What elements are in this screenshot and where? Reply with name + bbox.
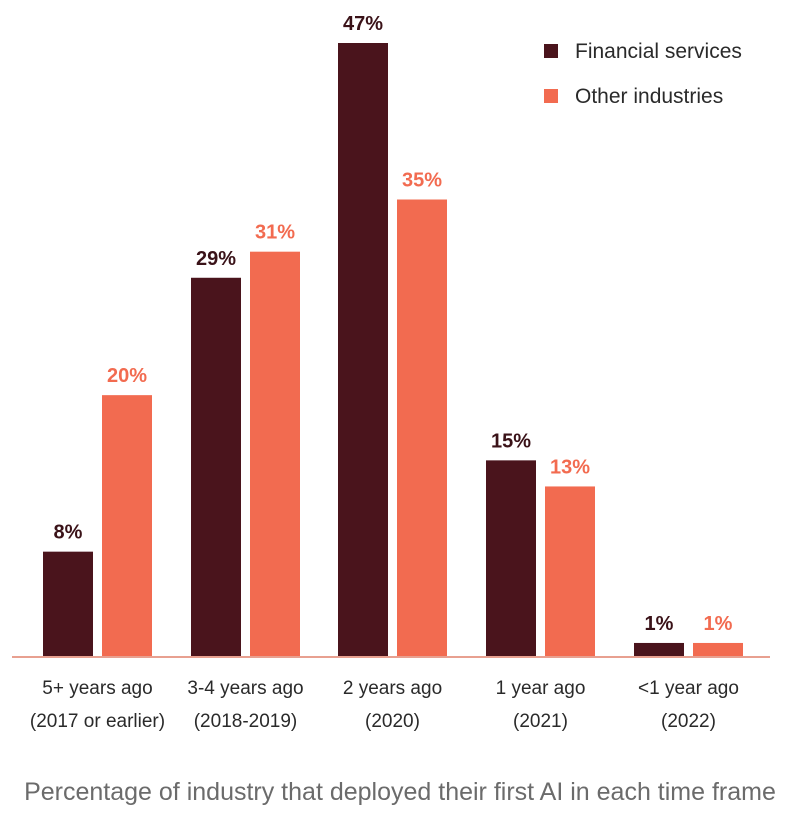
bar-financial-services-2 xyxy=(338,43,388,656)
bar-other-industries-2 xyxy=(397,199,447,657)
legend-label-other-industries: Other industries xyxy=(575,85,723,108)
value-label-financial-services-3: 15% xyxy=(491,430,531,452)
bar-other-industries-3 xyxy=(545,486,595,656)
category-label-4-line-1: (2022) xyxy=(661,711,716,732)
bar-financial-services-4 xyxy=(634,642,684,656)
category-label-3-line-1: (2021) xyxy=(513,711,568,732)
bar-other-industries-4 xyxy=(693,642,743,656)
category-label-0-line-1: (2017 or earlier) xyxy=(30,711,165,732)
value-labels-group: 8% 20% 29% 31% 47% 35% 15% 13% 1% 1% xyxy=(54,13,733,635)
bars-group xyxy=(43,43,743,657)
category-labels-group: 5+ years ago (2017 or earlier) 3-4 years a… xyxy=(30,678,739,732)
category-label-3-line-0: 1 year ago xyxy=(496,678,586,699)
value-label-other-industries-1: 31% xyxy=(255,222,295,244)
bar-chart: 8% 20% 29% 31% 47% 35% 15% 13% 1% 1% 5+ years ago… xyxy=(12,13,770,732)
value-label-financial-services-1: 29% xyxy=(196,248,236,270)
value-label-financial-services-4: 1% xyxy=(645,613,674,635)
bar-financial-services-0 xyxy=(43,551,93,656)
chart-caption: Percentage of industry that deployed the… xyxy=(24,778,776,806)
category-label-4-line-0: <1 year ago xyxy=(638,678,739,699)
bar-other-industries-1 xyxy=(250,251,300,656)
bar-other-industries-0 xyxy=(102,395,152,656)
bar-financial-services-1 xyxy=(191,277,241,656)
category-label-1-line-1: (2018-2019) xyxy=(194,711,298,732)
value-label-other-industries-3: 13% xyxy=(550,456,590,478)
legend-label-financial-services: Financial services xyxy=(575,40,742,63)
legend-swatch-financial-services xyxy=(544,44,558,58)
value-label-financial-services-2: 47% xyxy=(343,13,383,35)
category-label-0-line-0: 5+ years ago xyxy=(42,678,152,699)
legend: Financial services Other industries xyxy=(544,40,742,108)
legend-swatch-other-industries xyxy=(544,89,558,103)
category-label-2-line-0: 2 years ago xyxy=(343,678,442,699)
category-label-2-line-1: (2020) xyxy=(365,711,420,732)
value-label-other-industries-4: 1% xyxy=(704,613,733,635)
bar-financial-services-3 xyxy=(486,460,536,656)
value-label-other-industries-2: 35% xyxy=(402,170,442,192)
value-label-other-industries-0: 20% xyxy=(107,365,147,387)
category-label-1-line-0: 3-4 years ago xyxy=(187,678,303,699)
value-label-financial-services-0: 8% xyxy=(54,522,83,544)
